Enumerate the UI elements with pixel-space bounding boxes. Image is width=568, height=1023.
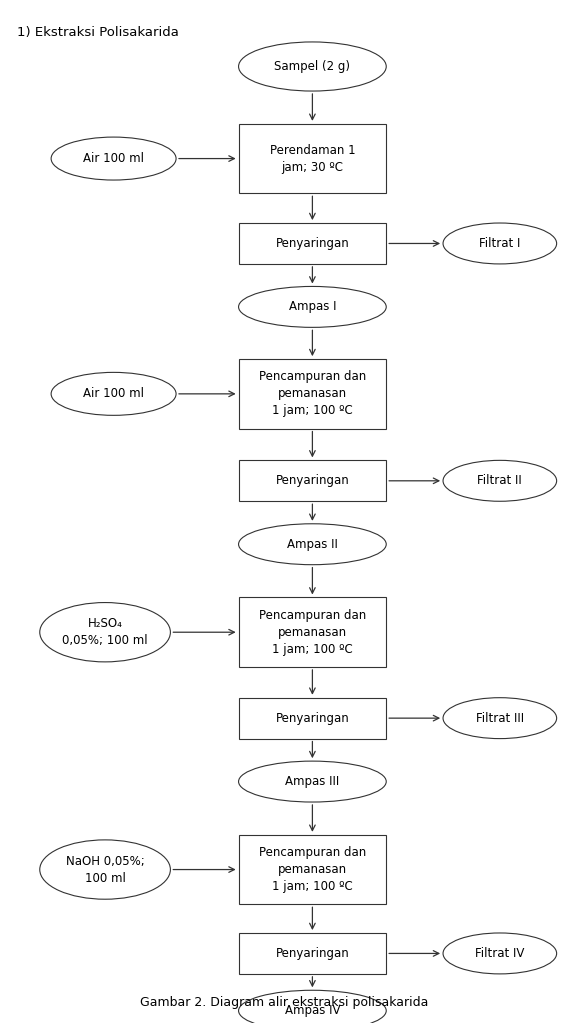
Ellipse shape bbox=[443, 223, 557, 264]
Ellipse shape bbox=[239, 524, 386, 565]
Text: Filtrat IV: Filtrat IV bbox=[475, 947, 524, 960]
Ellipse shape bbox=[443, 698, 557, 739]
Text: Ampas I: Ampas I bbox=[289, 301, 336, 313]
FancyBboxPatch shape bbox=[239, 223, 386, 264]
FancyBboxPatch shape bbox=[239, 359, 386, 429]
Ellipse shape bbox=[239, 286, 386, 327]
FancyBboxPatch shape bbox=[239, 460, 386, 501]
Text: Pencampuran dan
pemanasan
1 jam; 100 ºC: Pencampuran dan pemanasan 1 jam; 100 ºC bbox=[259, 609, 366, 656]
Text: Filtrat II: Filtrat II bbox=[478, 475, 522, 487]
Text: Penyaringan: Penyaringan bbox=[275, 947, 349, 960]
Text: Penyaringan: Penyaringan bbox=[275, 237, 349, 250]
Ellipse shape bbox=[239, 761, 386, 802]
Text: Penyaringan: Penyaringan bbox=[275, 475, 349, 487]
Text: Penyaringan: Penyaringan bbox=[275, 712, 349, 724]
Ellipse shape bbox=[51, 372, 176, 415]
Text: Ampas II: Ampas II bbox=[287, 538, 338, 550]
Ellipse shape bbox=[40, 603, 170, 662]
Text: Air 100 ml: Air 100 ml bbox=[83, 152, 144, 165]
Text: Air 100 ml: Air 100 ml bbox=[83, 388, 144, 400]
FancyBboxPatch shape bbox=[239, 933, 386, 974]
Text: Filtrat III: Filtrat III bbox=[476, 712, 524, 724]
Ellipse shape bbox=[239, 42, 386, 91]
FancyBboxPatch shape bbox=[239, 835, 386, 904]
Text: Ampas III: Ampas III bbox=[285, 775, 340, 788]
FancyBboxPatch shape bbox=[239, 124, 386, 193]
Text: Pencampuran dan
pemanasan
1 jam; 100 ºC: Pencampuran dan pemanasan 1 jam; 100 ºC bbox=[259, 370, 366, 417]
Ellipse shape bbox=[40, 840, 170, 899]
Ellipse shape bbox=[443, 460, 557, 501]
Text: Pencampuran dan
pemanasan
1 jam; 100 ºC: Pencampuran dan pemanasan 1 jam; 100 ºC bbox=[259, 846, 366, 893]
Ellipse shape bbox=[239, 990, 386, 1023]
Text: 1) Ekstraksi Polisakarida: 1) Ekstraksi Polisakarida bbox=[17, 26, 179, 39]
Ellipse shape bbox=[51, 137, 176, 180]
Ellipse shape bbox=[443, 933, 557, 974]
FancyBboxPatch shape bbox=[239, 597, 386, 667]
Text: NaOH 0,05%;
100 ml: NaOH 0,05%; 100 ml bbox=[66, 854, 144, 885]
Text: Perendaman 1
jam; 30 ºC: Perendaman 1 jam; 30 ºC bbox=[270, 143, 355, 174]
Text: Sampel (2 g): Sampel (2 g) bbox=[274, 60, 350, 73]
Text: H₂SO₄
0,05%; 100 ml: H₂SO₄ 0,05%; 100 ml bbox=[62, 617, 148, 648]
FancyBboxPatch shape bbox=[239, 698, 386, 739]
Text: Filtrat I: Filtrat I bbox=[479, 237, 520, 250]
Text: Gambar 2. Diagram alir ekstraksi polisakarida: Gambar 2. Diagram alir ekstraksi polisak… bbox=[140, 996, 428, 1009]
Text: Ampas IV: Ampas IV bbox=[285, 1005, 340, 1017]
